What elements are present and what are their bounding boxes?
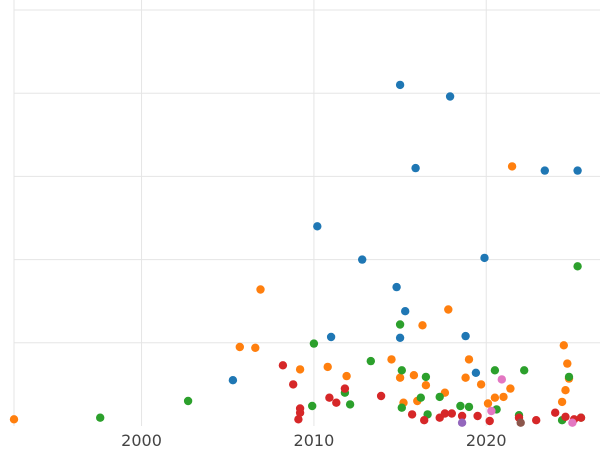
data-point-s6-1	[487, 406, 496, 416]
data-point-s1-19	[476, 380, 486, 389]
data-point-s3-1	[289, 380, 298, 389]
data-point-s0-5	[313, 222, 322, 231]
data-point-s6-0	[497, 375, 506, 384]
data-point-s2-5	[366, 356, 375, 366]
data-point-s2-14	[308, 401, 317, 411]
data-point-s3-15	[473, 411, 482, 421]
data-point-s0-8	[392, 282, 401, 292]
data-point-s0-13	[228, 376, 238, 385]
data-point-s1-9	[387, 355, 396, 364]
x-tick-labels: 2000 2010 2020	[121, 431, 506, 450]
data-point-s3-12	[440, 409, 450, 418]
data-point-s0-14	[471, 368, 481, 377]
data-point-s0-3	[540, 166, 549, 175]
data-point-s2-9	[520, 366, 529, 375]
data-point-s2-12	[435, 392, 444, 402]
data-point-s3-7	[295, 408, 305, 417]
data-point-s1-13	[342, 371, 351, 381]
data-point-s0-12	[461, 331, 470, 341]
data-point-s0-11	[395, 333, 405, 342]
data-point-s0-2	[411, 163, 420, 173]
data-point-s3-13	[447, 409, 456, 418]
data-point-s3-4	[325, 393, 334, 402]
data-point-s5-0	[516, 418, 525, 427]
data-point-s1-28	[483, 399, 493, 408]
data-point-s2-0	[96, 413, 105, 422]
data-point-s2-3	[395, 320, 405, 329]
data-point-s1-20	[561, 386, 570, 395]
data-point-s1-1	[507, 162, 517, 171]
data-point-s0-1	[445, 92, 455, 101]
data-point-s1-6	[251, 343, 260, 352]
data-point-s1-7	[559, 341, 568, 350]
data-point-s1-12	[295, 365, 305, 374]
x-gridlines	[13, 0, 487, 426]
data-point-s0-0	[395, 80, 405, 90]
data-point-s2-4	[309, 339, 319, 348]
data-point-s1-14	[409, 371, 419, 380]
data-point-s3-22	[576, 413, 586, 422]
data-point-s2-10	[564, 372, 574, 382]
data-point-s2-6	[397, 366, 406, 375]
data-point-s1-27	[557, 397, 567, 407]
data-point-s2-18	[464, 402, 474, 412]
data-point-s2-15	[345, 400, 355, 409]
data-point-s1-21	[506, 384, 515, 393]
data-point-s0-9	[401, 307, 410, 316]
data-point-s0-4	[573, 166, 582, 175]
data-point-s1-0	[9, 415, 19, 424]
data-point-s3-8	[294, 415, 303, 424]
data-point-s3-19	[551, 408, 560, 417]
data-point-s1-4	[418, 321, 427, 330]
data-point-s1-5	[235, 342, 244, 352]
data-point-s4-0	[457, 418, 467, 427]
data-point-s0-10	[326, 332, 336, 342]
data-point-s6-2	[568, 418, 577, 427]
data-point-s1-8	[464, 355, 474, 364]
data-point-s1-15	[461, 373, 470, 382]
data-point-s3-5	[332, 398, 341, 407]
data-point-s0-7	[480, 253, 489, 263]
data-point-s1-2	[256, 285, 265, 294]
data-point-s2-17	[456, 401, 465, 411]
data-point-s1-24	[499, 392, 508, 402]
data-point-s3-16	[485, 416, 494, 426]
data-point-s1-16	[395, 373, 405, 382]
data-point-s0-6	[358, 255, 367, 264]
data-point-s1-18	[421, 381, 431, 390]
data-points	[9, 80, 586, 427]
data-point-s3-0	[278, 361, 288, 370]
data-point-s1-11	[563, 359, 572, 368]
data-point-s1-3	[444, 305, 453, 314]
x-tick-label-2000: 2000	[121, 431, 162, 450]
data-point-s3-2	[340, 384, 350, 393]
data-point-s2-13	[416, 393, 425, 402]
data-point-s3-9	[407, 410, 417, 419]
data-point-s3-14	[457, 411, 467, 421]
data-point-s2-1	[183, 396, 193, 406]
data-point-s2-8	[490, 366, 500, 375]
data-point-s2-7	[421, 372, 431, 382]
data-point-s3-20	[561, 412, 570, 421]
data-point-s1-23	[490, 393, 500, 402]
data-point-s1-10	[323, 362, 332, 372]
data-point-s2-2	[573, 262, 582, 271]
data-point-s3-18	[532, 416, 541, 425]
data-point-s3-10	[420, 416, 429, 425]
x-tick-label-2010: 2010	[294, 431, 335, 450]
data-point-s2-16	[397, 403, 406, 412]
y-gridlines	[14, 9, 600, 344]
data-point-s3-3	[376, 391, 386, 401]
x-tick-label-2020: 2020	[466, 431, 507, 450]
